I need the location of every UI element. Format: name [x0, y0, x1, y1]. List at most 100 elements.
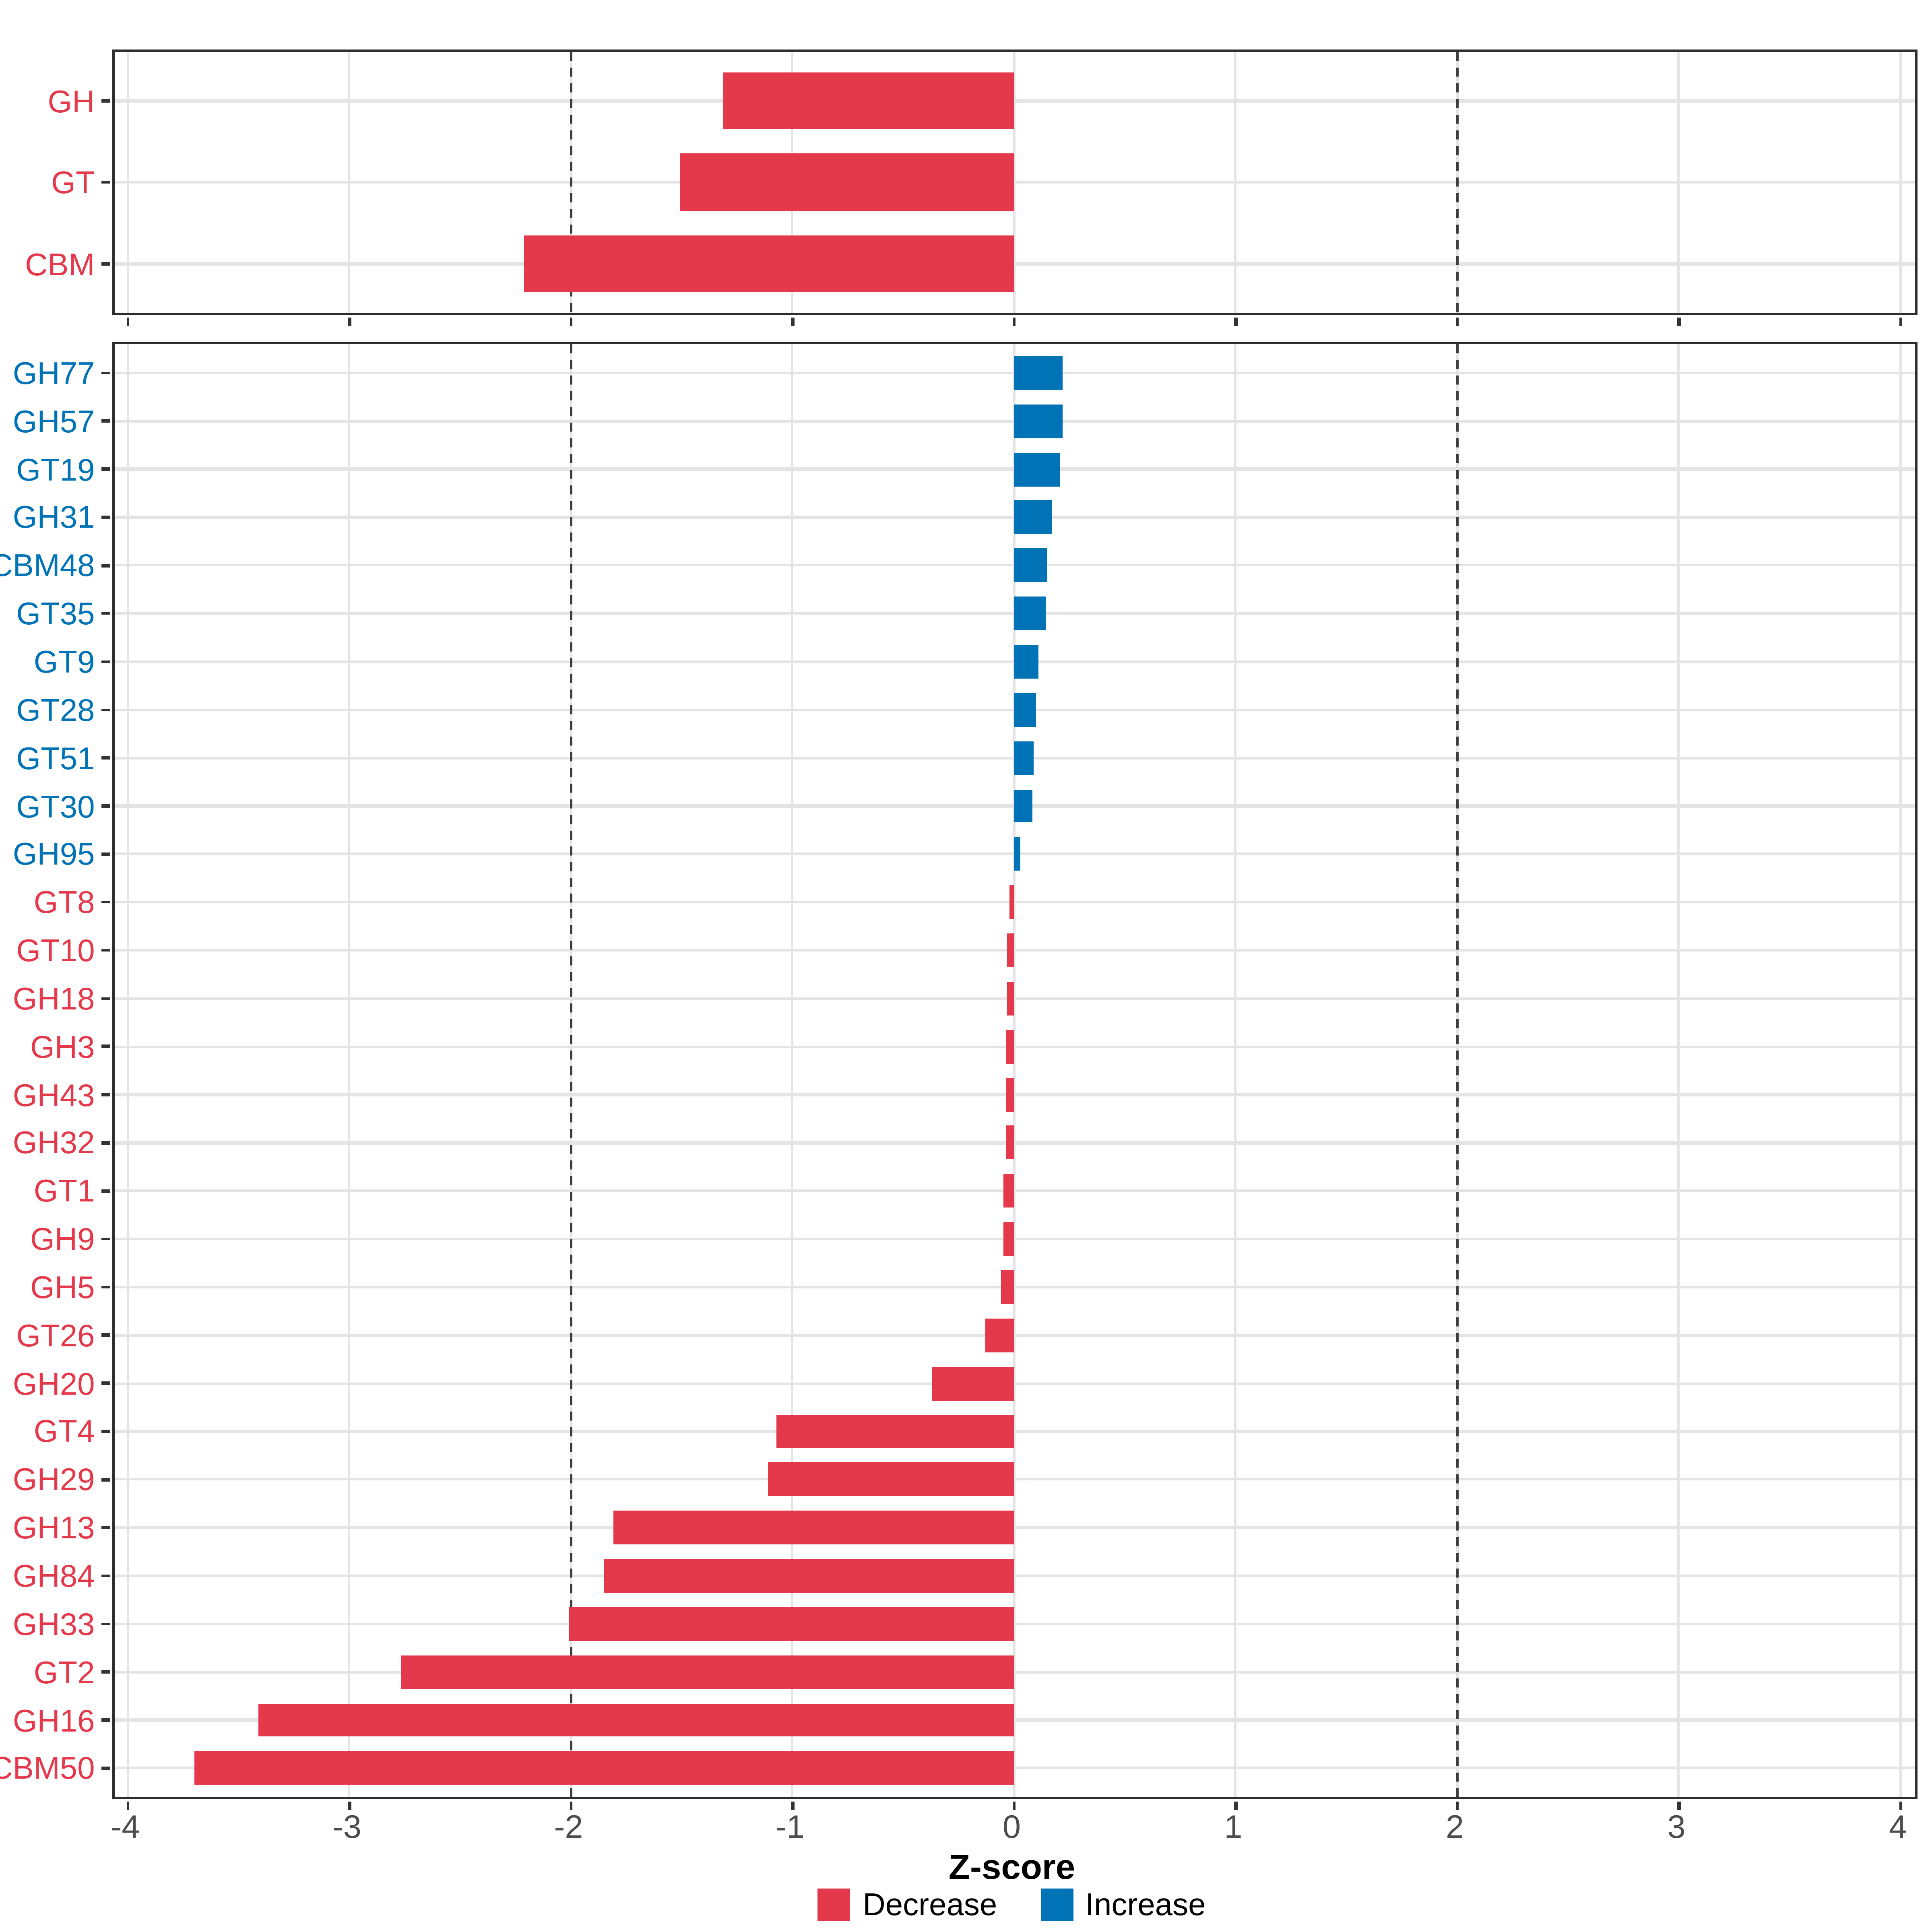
category-label: GT35 — [16, 595, 95, 632]
category-label: GT8 — [33, 884, 95, 921]
y-axis-tick — [101, 1718, 109, 1722]
bottom-panel: GH77 GH57 GT19 GH31 CBM48 GT35 GT9 GT28 GT51 GT30… — [0, 342, 1917, 1810]
y-axis-tick — [101, 852, 109, 856]
vertical-gridline — [348, 344, 351, 1797]
bar — [1007, 981, 1014, 1016]
x-tick-label: 1 — [1224, 1809, 1243, 1845]
y-axis-tick — [101, 756, 109, 760]
y-axis-tick — [101, 804, 109, 808]
legend-label-decrease: Decrease — [863, 1886, 997, 1922]
vertical-gridline — [1013, 344, 1016, 1797]
category-label: GT9 — [33, 643, 95, 680]
y-axis-tick — [101, 1093, 109, 1096]
bar — [1014, 645, 1039, 679]
category-label: GT2 — [33, 1654, 95, 1690]
vertical-gridline — [348, 52, 351, 313]
y-axis-tick — [101, 371, 109, 375]
x-axis-tick — [791, 318, 794, 326]
bar — [1005, 1077, 1014, 1112]
x-axis-title: Z-score — [948, 1849, 1075, 1887]
y-axis-tick — [101, 1189, 109, 1193]
x-axis-tick — [1677, 1802, 1680, 1810]
category-label: GH9 — [30, 1221, 95, 1257]
category-label: GH16 — [12, 1702, 95, 1738]
y-axis-tick — [101, 1430, 109, 1433]
y-axis-tick — [101, 1285, 109, 1289]
x-axis-tick — [569, 318, 573, 326]
x-axis-tick-labels: -4 -3 -2 -1 0 1 2 3 4 — [111, 1809, 1912, 1845]
y-axis-tick — [101, 1141, 109, 1145]
legend-entry-increase: Increase — [1040, 1886, 1206, 1924]
x-axis-tick — [1455, 318, 1459, 326]
vertical-gridline — [1678, 52, 1680, 313]
y-axis-tick — [101, 419, 109, 423]
bar — [1014, 837, 1021, 871]
x-axis-tick — [1012, 318, 1016, 326]
category-label: CBM50 — [0, 1750, 95, 1787]
bar — [1014, 500, 1052, 535]
y-axis-tick — [101, 612, 109, 615]
y-axis-tick — [101, 262, 109, 266]
bar — [568, 1607, 1014, 1641]
category-label: GH31 — [12, 499, 95, 536]
vertical-gridline — [1234, 52, 1237, 313]
y-axis-tick — [101, 1333, 109, 1337]
category-label: GT — [51, 164, 95, 200]
category-label: CBM48 — [0, 547, 95, 584]
bar — [604, 1559, 1014, 1593]
category-label: GH18 — [12, 980, 95, 1017]
bar — [1014, 356, 1063, 390]
x-tick-label: 2 — [1445, 1809, 1464, 1845]
bar — [524, 235, 1014, 293]
bar — [1009, 885, 1014, 919]
category-label: GH29 — [12, 1461, 95, 1498]
y-axis-tick — [101, 1045, 109, 1049]
bar — [1005, 1126, 1014, 1160]
bar — [1014, 548, 1048, 582]
category-label: GH20 — [12, 1365, 95, 1402]
vertical-gridline — [126, 344, 129, 1797]
x-axis-tick — [126, 1802, 130, 1810]
category-label: GH5 — [30, 1269, 95, 1305]
x-axis-tick — [791, 1802, 794, 1810]
x-axis-tick — [348, 318, 351, 326]
x-tick-label: -4 — [111, 1809, 140, 1845]
category-label: GH95 — [12, 836, 95, 873]
bar — [258, 1703, 1014, 1737]
bar — [777, 1414, 1014, 1449]
vertical-gridline — [126, 52, 129, 313]
category-label: CBM — [25, 246, 95, 282]
bar — [932, 1366, 1014, 1400]
threshold-line — [569, 52, 573, 313]
x-axis-tick — [1899, 318, 1902, 326]
y-axis-tick — [101, 1767, 109, 1770]
category-label: GT28 — [16, 691, 95, 728]
y-axis-tick — [101, 516, 109, 519]
legend: Decrease Increase — [112, 1886, 1912, 1924]
bar — [194, 1751, 1014, 1785]
threshold-line — [1455, 344, 1459, 1797]
vertical-gridline — [1899, 52, 1902, 313]
x-axis-tick — [126, 318, 130, 326]
bar — [724, 72, 1014, 130]
bar — [1003, 1222, 1014, 1256]
x-tick-label: -3 — [332, 1809, 361, 1845]
y-axis-tick — [101, 467, 109, 471]
y-axis-tick — [101, 1622, 109, 1626]
category-label: GH32 — [12, 1125, 95, 1161]
y-axis-tick — [101, 708, 109, 712]
bar — [1014, 789, 1032, 823]
vertical-gridline — [791, 344, 794, 1797]
y-axis-tick — [101, 949, 109, 952]
y-axis-tick — [101, 997, 109, 1000]
y-axis-tick — [101, 900, 109, 904]
category-label: GH77 — [12, 355, 95, 391]
category-label: GT1 — [33, 1172, 95, 1209]
increase-swatch-icon — [1040, 1889, 1073, 1921]
bar — [768, 1463, 1014, 1496]
y-axis-tick — [101, 1478, 109, 1481]
x-tick-label: 4 — [1889, 1809, 1907, 1845]
y-axis-tick — [101, 1381, 109, 1385]
x-axis-tick — [1455, 1802, 1459, 1810]
